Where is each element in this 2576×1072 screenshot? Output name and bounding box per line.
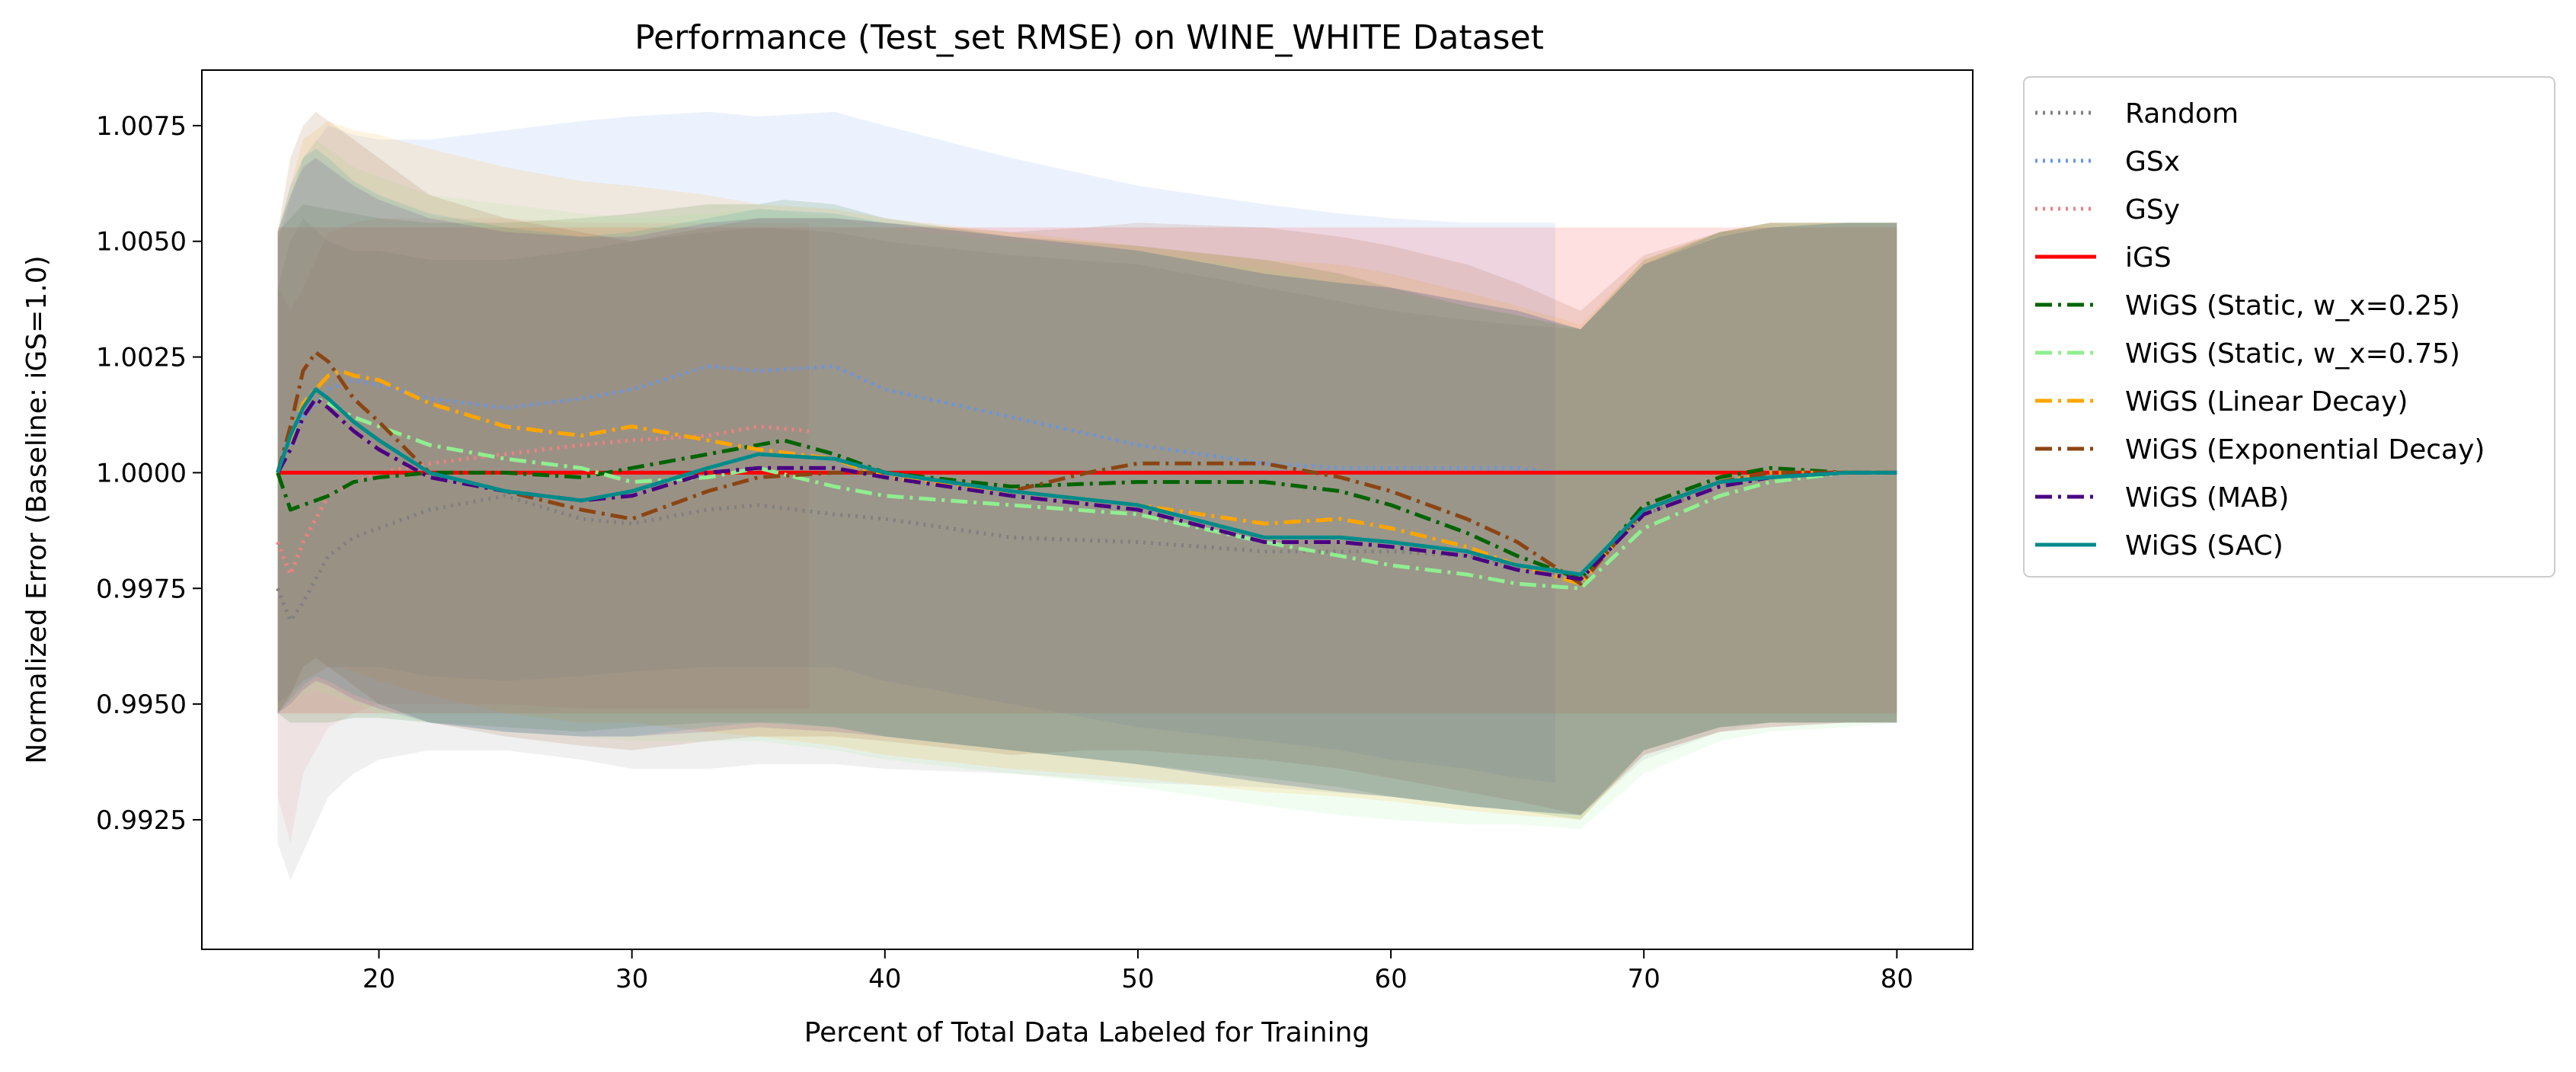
band-wigs-exponential-decay <box>277 111 1897 815</box>
band-wigs-sac <box>277 149 1897 815</box>
y-tick-label: 0.9950 <box>96 690 187 720</box>
legend-label-wigs-mab: WiGS (MAB) <box>2125 482 2289 514</box>
series-lines <box>276 350 1897 623</box>
band-random <box>277 218 1897 880</box>
band-wigs-static-w-x-0-75 <box>277 139 1897 830</box>
legend-label-wigs-sac: WiGS (SAC) <box>2125 530 2284 562</box>
x-tick-label: 70 <box>1628 964 1660 994</box>
legend-label-wigs-static-w-x-0-25: WiGS (Static, w_x=0.25) <box>2125 290 2460 322</box>
plot-frame <box>201 69 1974 950</box>
band-igs <box>277 227 1897 714</box>
y-tick-label: 0.9925 <box>96 805 187 836</box>
series-line-wigs-static-w-x-0-75 <box>276 396 1897 590</box>
legend-label-igs: iGS <box>2125 242 2172 274</box>
legend-box <box>2023 76 2555 578</box>
legend-label-random: Random <box>2125 98 2239 130</box>
y-axis: 0.9925 0.9950 0.9975 1.0000 1.0025 1.0050 1.00… <box>96 111 202 836</box>
x-tick-label: 40 <box>868 964 901 994</box>
x-tick-label: 30 <box>615 964 648 994</box>
x-axis-label: Percent of Total Data Labeled for Traini… <box>804 1017 1370 1048</box>
x-tick-label: 80 <box>1881 964 1913 994</box>
legend-label-gsy: GSy <box>2125 194 2180 226</box>
legend-label-wigs-linear-decay: WiGS (Linear Decay) <box>2125 386 2408 418</box>
x-tick-label: 50 <box>1121 964 1154 994</box>
confidence-bands <box>277 111 1897 880</box>
y-tick-label: 1.0025 <box>96 343 187 373</box>
legend-label-gsx: GSx <box>2125 146 2180 178</box>
band-wigs-mab <box>277 158 1897 815</box>
legend-label-wigs-exponential-decay: WiGS (Exponential Decay) <box>2125 434 2485 466</box>
legend: Random GSx GSy iGS WiGS (Static, w_x=0.25) Wi… <box>2023 76 2555 578</box>
y-tick-label: 1.0050 <box>96 227 187 258</box>
legend-label-wigs-static-w-x-0-75: WiGS (Static, w_x=0.75) <box>2125 338 2460 370</box>
band-gsx <box>277 111 1556 783</box>
y-tick-label: 0.9975 <box>96 574 187 604</box>
chart-title: Performance (Test_set RMSE) on WINE_WHIT… <box>634 18 1544 57</box>
y-tick-label: 1.0075 <box>96 111 187 142</box>
band-gsy <box>277 218 810 843</box>
series-line-gsx <box>276 364 1556 475</box>
y-axis-label: Normalized Error (Baseline: iGS=1.0) <box>21 255 53 763</box>
x-tick-label: 60 <box>1374 964 1407 994</box>
band-wigs-linear-decay <box>277 120 1897 820</box>
series-line-gsy <box>276 424 810 577</box>
series-line-random <box>276 470 1897 623</box>
y-tick-label: 1.0000 <box>96 458 187 488</box>
legend-entries: Random GSx GSy iGS WiGS (Static, w_x=0.25) Wi… <box>2035 98 2485 562</box>
x-tick-label: 20 <box>363 964 395 994</box>
series-line-wigs-sac <box>276 387 1897 577</box>
x-axis: 20 30 40 50 60 70 80 <box>363 949 1913 994</box>
